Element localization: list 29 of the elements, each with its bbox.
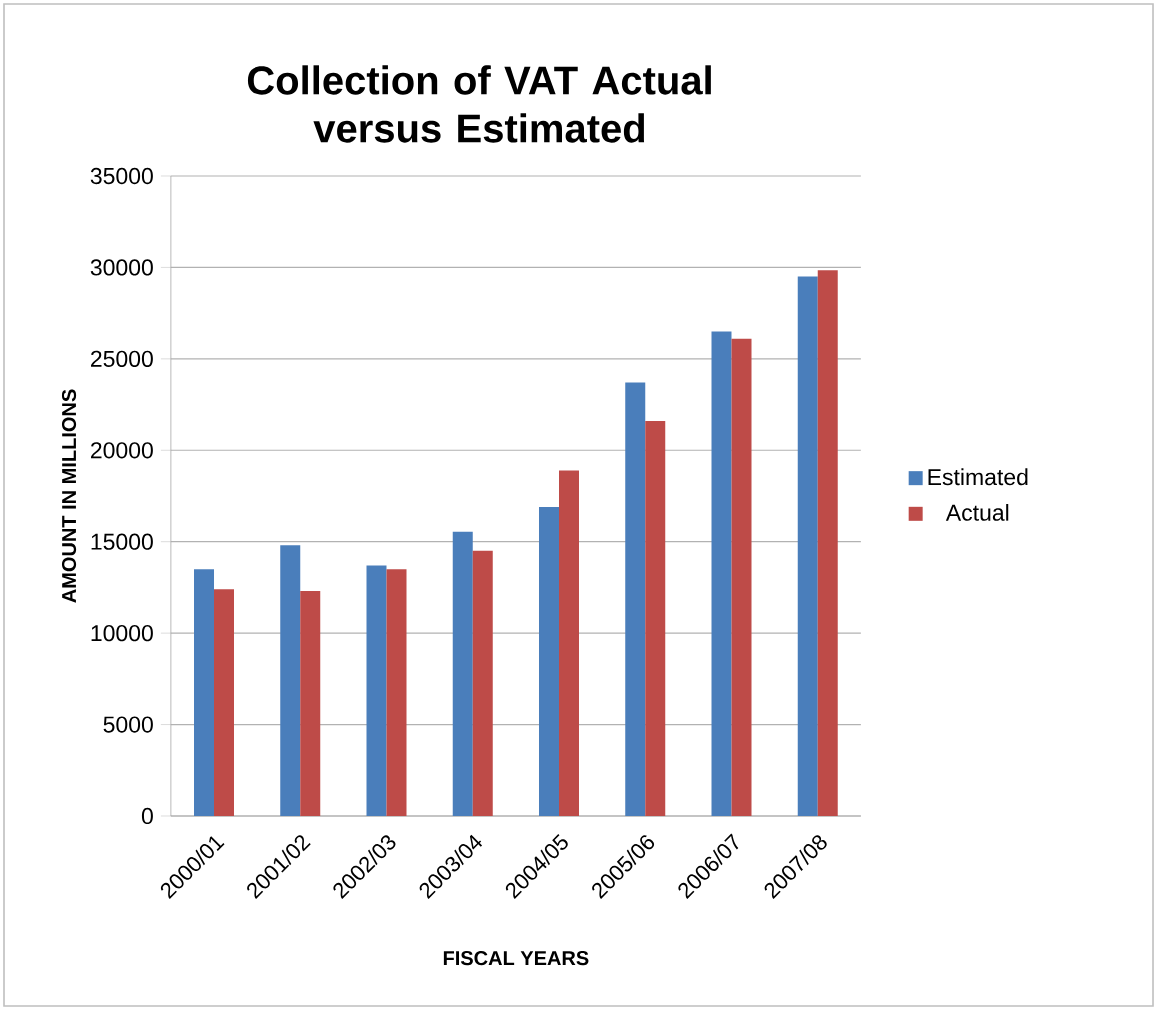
x-axis-title: FISCAL YEARS (443, 951, 589, 966)
y-axis-title: AMOUNT IN MILLIONS (61, 389, 77, 603)
bar (559, 470, 579, 816)
bar (711, 331, 732, 816)
y-tick-label: 35000 (90, 167, 153, 185)
y-tick-label: 5000 (103, 716, 153, 733)
bar (731, 338, 752, 816)
bar (300, 591, 321, 816)
bar (194, 569, 214, 816)
bar (280, 545, 301, 816)
bar (386, 569, 407, 816)
bar (645, 421, 666, 816)
chart-title: Collection of VAT Actual versus Estimated (247, 65, 711, 143)
y-tick-label: 15000 (91, 533, 153, 550)
y-tick-label: 25000 (91, 350, 153, 367)
y-tick-label: 30000 (90, 259, 153, 276)
y-tick-label: 10000 (91, 624, 153, 642)
bar (625, 382, 646, 816)
bar (797, 276, 818, 816)
y-tick-label: 20000 (91, 442, 153, 459)
bar (366, 565, 387, 816)
bar (472, 550, 493, 816)
legend-label: Actual (945, 504, 1009, 521)
bar (214, 589, 234, 816)
legend-label: Estimated (928, 468, 1028, 486)
bar (817, 270, 838, 816)
bar (539, 506, 559, 816)
y-tick-label: 0 (141, 807, 153, 825)
bar (452, 531, 473, 816)
